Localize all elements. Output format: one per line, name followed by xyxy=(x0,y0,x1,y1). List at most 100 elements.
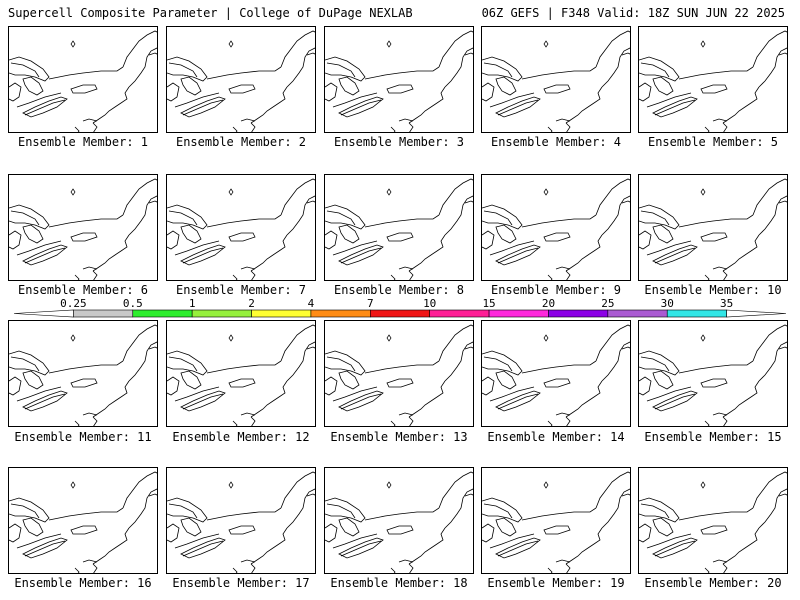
member-caption: Ensemble Member: 18 xyxy=(330,576,468,590)
ensemble-panel-13 xyxy=(324,320,474,427)
marker-icon xyxy=(228,40,234,48)
member-caption: Ensemble Member: 15 xyxy=(644,430,782,444)
marker-icon xyxy=(70,40,76,48)
member-caption: Ensemble Member: 9 xyxy=(490,283,622,297)
colorbar-tick-label: 20 xyxy=(542,297,555,310)
member-caption: Ensemble Member: 2 xyxy=(175,135,307,149)
colorbar-tick-label: 10 xyxy=(423,297,436,310)
map-outline xyxy=(325,30,473,132)
member-caption: Ensemble Member: 16 xyxy=(14,576,152,590)
colorbar-tick-label: 1 xyxy=(189,297,196,310)
member-caption: Ensemble Member: 14 xyxy=(487,430,625,444)
member-caption: Ensemble Member: 10 xyxy=(644,283,782,297)
marker-icon xyxy=(386,481,392,489)
map-outline xyxy=(9,30,157,132)
marker-icon xyxy=(543,334,549,342)
member-caption: Ensemble Member: 19 xyxy=(487,576,625,590)
map-outline xyxy=(167,178,315,280)
map-outline xyxy=(9,324,157,426)
colorbar-swatch xyxy=(429,309,490,318)
ensemble-panel-3 xyxy=(324,26,474,133)
ensemble-panel-15 xyxy=(638,320,788,427)
ensemble-panel-8 xyxy=(324,174,474,281)
map-outline xyxy=(639,324,787,426)
marker-icon xyxy=(70,188,76,196)
member-caption: Ensemble Member: 20 xyxy=(644,576,782,590)
map-outline xyxy=(639,471,787,573)
colorbar-swatch xyxy=(251,309,312,318)
marker-icon xyxy=(70,481,76,489)
colorbar-swatch xyxy=(726,309,787,318)
member-caption: Ensemble Member: 7 xyxy=(175,283,307,297)
member-caption: Ensemble Member: 1 xyxy=(17,135,149,149)
marker-icon xyxy=(228,188,234,196)
ensemble-panel-7 xyxy=(166,174,316,281)
ensemble-panel-12 xyxy=(166,320,316,427)
colorbar-swatch xyxy=(607,309,668,318)
map-outline xyxy=(482,324,630,426)
ensemble-panel-9 xyxy=(481,174,631,281)
ensemble-panel-4 xyxy=(481,26,631,133)
colorbar-tick-label: 25 xyxy=(601,297,614,310)
member-caption: Ensemble Member: 6 xyxy=(17,283,149,297)
map-outline xyxy=(639,30,787,132)
colorbar-swatch xyxy=(310,309,371,318)
map-outline xyxy=(325,324,473,426)
ensemble-panel-16 xyxy=(8,467,158,574)
ensemble-panel-2 xyxy=(166,26,316,133)
ensemble-panel-14 xyxy=(481,320,631,427)
ensemble-panel-11 xyxy=(8,320,158,427)
marker-icon xyxy=(700,481,706,489)
marker-icon xyxy=(386,334,392,342)
map-outline xyxy=(167,471,315,573)
colorbar-legend: 0.25 0.5 1 2 4 7 10 15 20 25 30 35 xyxy=(13,297,787,318)
colorbar-tick-label: 0.25 xyxy=(60,297,87,310)
member-caption: Ensemble Member: 13 xyxy=(330,430,468,444)
marker-icon xyxy=(386,40,392,48)
ensemble-panel-17 xyxy=(166,467,316,574)
ensemble-panel-6 xyxy=(8,174,158,281)
colorbar-tick-label: 30 xyxy=(661,297,674,310)
member-caption: Ensemble Member: 11 xyxy=(14,430,152,444)
colorbar-tick-label: 2 xyxy=(248,297,255,310)
ensemble-panel-19 xyxy=(481,467,631,574)
colorbar-swatch xyxy=(132,309,193,318)
colorbar-tick-label: 15 xyxy=(482,297,495,310)
marker-icon xyxy=(700,188,706,196)
colorbar-swatch xyxy=(370,309,430,318)
map-outline xyxy=(482,178,630,280)
map-outline xyxy=(9,178,157,280)
marker-icon xyxy=(543,188,549,196)
colorbar-tick-label: 7 xyxy=(367,297,374,310)
colorbar-swatch xyxy=(73,309,134,318)
member-caption: Ensemble Member: 12 xyxy=(172,430,310,444)
map-outline xyxy=(639,178,787,280)
marker-icon xyxy=(543,40,549,48)
colorbar-tick-label: 4 xyxy=(308,297,315,310)
ensemble-panel-5 xyxy=(638,26,788,133)
marker-icon xyxy=(700,40,706,48)
ensemble-panel-18 xyxy=(324,467,474,574)
member-caption: Ensemble Member: 4 xyxy=(490,135,622,149)
marker-icon xyxy=(228,481,234,489)
map-title: Supercell Composite Parameter | College … xyxy=(8,6,413,20)
member-caption: Ensemble Member: 8 xyxy=(333,283,465,297)
map-outline xyxy=(482,30,630,132)
map-outline xyxy=(325,471,473,573)
colorbar-swatch xyxy=(548,309,609,318)
colorbar-swatch xyxy=(666,309,727,318)
map-outline xyxy=(167,30,315,132)
map-outline xyxy=(9,471,157,573)
member-caption: Ensemble Member: 3 xyxy=(333,135,465,149)
map-outline xyxy=(167,324,315,426)
colorbar-tick-label: 35 xyxy=(720,297,733,310)
member-caption: Ensemble Member: 17 xyxy=(172,576,310,590)
marker-icon xyxy=(228,334,234,342)
marker-icon xyxy=(386,188,392,196)
colorbar-swatch xyxy=(13,309,74,318)
map-outline xyxy=(325,178,473,280)
marker-icon xyxy=(700,334,706,342)
colorbar-tick-label: 0.5 xyxy=(123,297,143,310)
ensemble-panel-20 xyxy=(638,467,788,574)
colorbar-swatch xyxy=(488,309,549,318)
